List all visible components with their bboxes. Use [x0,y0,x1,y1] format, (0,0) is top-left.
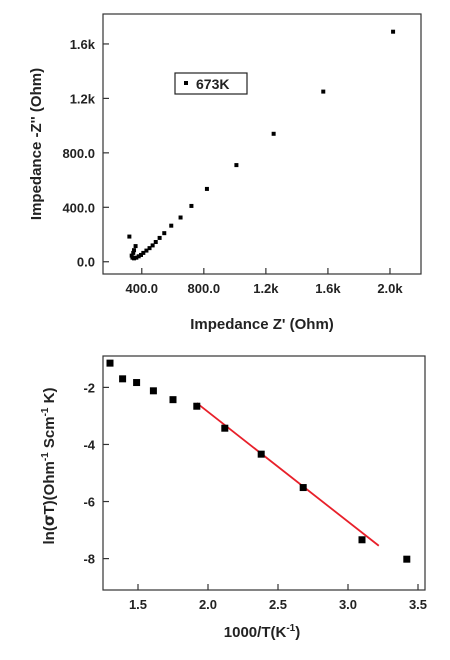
data-point [234,163,239,168]
conductivity-fit-line [196,402,380,547]
data-point [133,379,141,387]
impedance-plot-frame [102,13,422,275]
legend-box [174,72,248,95]
data-point [144,248,149,253]
data-point [299,484,307,492]
data-point [178,215,183,220]
impedance-x-ticks: 400.0 800.0 1.2k 1.6k 2.0k [126,268,403,296]
conductivity-x-ticks: 1.5 2.0 2.5 3.0 3.5 [129,584,427,612]
data-point [129,253,134,258]
data-point [391,29,396,34]
y-tick-label: -2 [83,380,95,395]
impedance-x-axis-title: Impedance Z' (Ohm) [190,316,334,333]
x-tick-label: 1.2k [253,281,279,296]
conductivity-y-ticks: -2 -4 -6 -8 [83,380,109,567]
impedance-y-axis-title: Impedance -Z'' (Ohm) [28,68,45,220]
y-tick-label: 1.2k [70,91,96,106]
data-point [157,235,162,240]
y-tick-label: 400.0 [62,200,95,215]
impedance-points [127,29,396,261]
data-point [130,255,135,260]
data-point [204,186,209,191]
legend-label: 673K [196,76,229,92]
data-point [132,248,137,253]
data-point [147,246,152,251]
x-tick-label: 2.0 [199,597,217,612]
conductivity-y-axis-title: ln(σT)(Ohm-1 Scm-1 K) [40,387,58,544]
y-tick-label: 0.0 [77,255,95,270]
data-point [221,424,229,432]
data-point [133,244,138,249]
x-tick-label: 1.5 [129,597,147,612]
y-tick-label: -8 [83,552,95,567]
conductivity-x-axis-title: 1000/T(K-1) [224,623,300,641]
x-tick-label: 3.0 [339,597,357,612]
impedance-legend: 673K [174,72,248,95]
data-point [106,359,114,367]
y-tick-label: 1.6k [70,37,96,52]
data-point [139,252,144,257]
data-point [141,250,146,255]
data-point [136,254,141,259]
data-point [134,255,139,260]
data-point [403,555,411,563]
conductivity-points [106,359,411,563]
x-tick-label: 2.0k [377,281,403,296]
data-point [150,243,155,248]
data-point [162,231,167,236]
conductivity-chart: 1.5 2.0 2.5 3.0 3.5 -2 -4 -6 -8 1000/T(K-1) ln(… [40,355,427,641]
data-point [131,250,136,255]
fit-line [196,402,380,547]
data-point [119,375,127,383]
x-tick-label: 400.0 [126,281,159,296]
conductivity-plot-frame [102,355,426,591]
x-tick-label: 800.0 [188,281,221,296]
y-tick-label: -6 [83,495,95,510]
data-point [271,131,276,136]
x-tick-label: 3.5 [409,597,427,612]
data-point [149,387,157,395]
data-point [257,450,265,458]
impedance-y-ticks: 0.0 400.0 800.0 1.2k 1.6k [62,37,109,270]
data-point [153,240,158,245]
data-point [193,402,201,410]
legend-marker [184,81,188,85]
data-point [189,203,194,208]
y-tick-label: 800.0 [62,146,95,161]
y-tick-label: -4 [83,437,95,452]
x-tick-label: 2.5 [269,597,287,612]
impedance-chart: 400.0 800.0 1.2k 1.6k 2.0k 0.0 400.0 800.0 1.2k… [28,13,422,333]
x-tick-label: 1.6k [315,281,341,296]
data-point [169,396,177,404]
data-point [321,89,326,94]
data-point [127,234,132,239]
data-point [169,223,174,228]
data-point [358,536,366,544]
